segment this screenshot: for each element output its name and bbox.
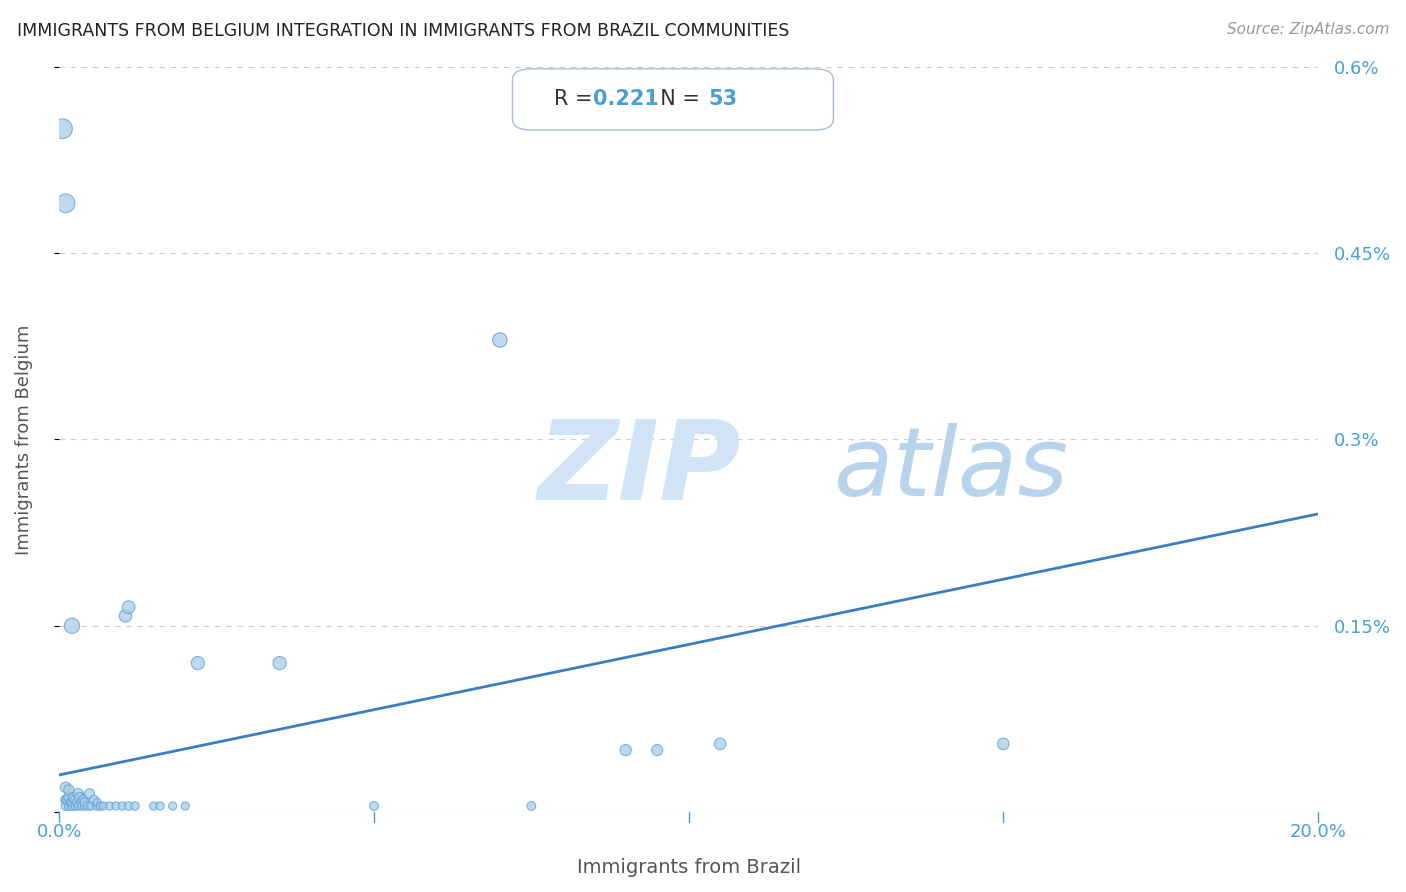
Point — [114, 608, 136, 623]
Point — [269, 656, 291, 670]
Point — [124, 799, 146, 814]
Point — [55, 196, 77, 211]
Point — [162, 799, 184, 814]
Point — [111, 799, 134, 814]
Point — [489, 333, 512, 347]
Point — [76, 799, 98, 814]
Point — [709, 737, 731, 751]
Point — [83, 793, 105, 807]
Point — [993, 737, 1015, 751]
Text: N =: N = — [647, 89, 707, 110]
Point — [117, 600, 139, 615]
Point — [117, 799, 139, 814]
Point — [614, 743, 637, 757]
Point — [72, 793, 94, 807]
Point — [73, 799, 96, 814]
Point — [187, 656, 209, 670]
Point — [86, 795, 108, 809]
Point — [89, 799, 111, 814]
Point — [55, 793, 77, 807]
Point — [67, 799, 90, 814]
Point — [67, 787, 90, 801]
Text: 53: 53 — [709, 89, 738, 110]
Point — [63, 799, 86, 814]
Point — [645, 743, 668, 757]
Point — [59, 795, 82, 809]
Text: Source: ZipAtlas.com: Source: ZipAtlas.com — [1226, 22, 1389, 37]
Point — [60, 799, 83, 814]
Point — [79, 787, 101, 801]
Point — [80, 799, 103, 814]
Point — [55, 780, 77, 795]
Point — [51, 121, 73, 136]
Point — [149, 799, 172, 814]
Point — [363, 799, 385, 814]
Point — [62, 790, 84, 805]
FancyBboxPatch shape — [512, 69, 834, 130]
Point — [73, 795, 96, 809]
Point — [93, 799, 115, 814]
Point — [98, 799, 121, 814]
Point — [70, 795, 93, 809]
Text: 0.221: 0.221 — [593, 89, 659, 110]
Text: R =: R = — [554, 89, 599, 110]
Point — [58, 782, 80, 797]
Point — [105, 799, 128, 814]
Point — [56, 793, 79, 807]
Point — [63, 793, 86, 807]
Text: ZIP: ZIP — [537, 416, 741, 523]
Text: atlas: atlas — [834, 423, 1069, 516]
Text: IMMIGRANTS FROM BELGIUM INTEGRATION IN IMMIGRANTS FROM BRAZIL COMMUNITIES: IMMIGRANTS FROM BELGIUM INTEGRATION IN I… — [17, 22, 789, 40]
Point — [142, 799, 165, 814]
Point — [86, 799, 108, 814]
Point — [70, 799, 93, 814]
Point — [69, 790, 91, 805]
Point — [174, 799, 197, 814]
Point — [58, 790, 80, 805]
Point — [58, 799, 80, 814]
Point — [66, 795, 89, 809]
Y-axis label: Immigrants from Belgium: Immigrants from Belgium — [15, 324, 32, 555]
Point — [60, 619, 83, 633]
Point — [520, 799, 543, 814]
X-axis label: Immigrants from Brazil: Immigrants from Brazil — [576, 858, 800, 877]
Point — [60, 795, 83, 809]
Point — [55, 799, 77, 814]
